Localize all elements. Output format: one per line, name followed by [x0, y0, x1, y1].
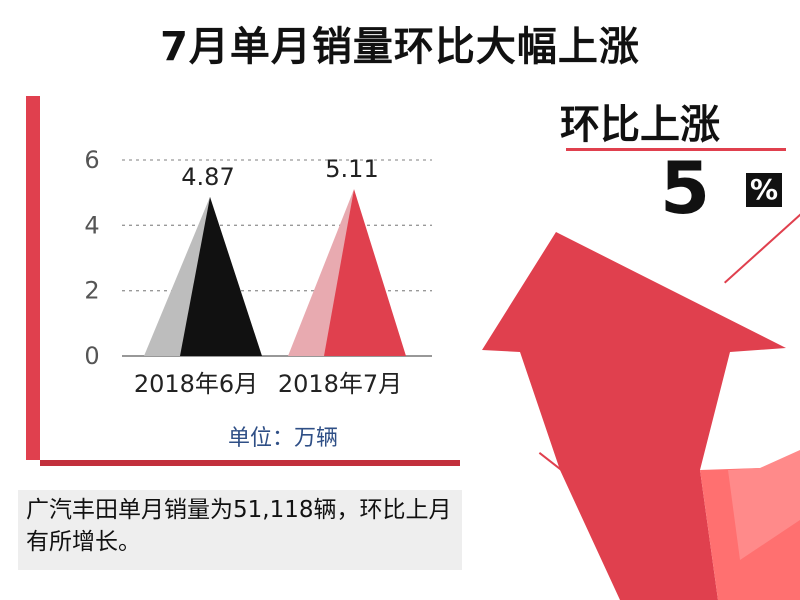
arrow-head	[482, 232, 786, 600]
kpi-underline	[566, 148, 786, 151]
unit-label: 单位：万辆	[228, 426, 339, 451]
kpi-label: 环比上涨	[560, 102, 720, 148]
arrow-tail	[728, 450, 800, 560]
data-label: 4.87	[181, 163, 234, 191]
y-tick-label: 2	[84, 277, 99, 305]
bar	[324, 189, 406, 356]
kpi-unit-badge: %	[746, 173, 782, 207]
chart-panel	[40, 96, 460, 460]
y-tick-label: 0	[84, 342, 99, 370]
y-tick-label: 6	[84, 146, 99, 174]
x-tick-label: 2018年6月	[134, 370, 258, 398]
y-tick-label: 4	[84, 211, 99, 239]
panel-accent-bar	[26, 96, 40, 460]
caption-text: 广汽丰田单月销量为51,118辆，环比上月有所增长。	[26, 497, 452, 555]
panel-shadow	[40, 456, 460, 466]
kpi-value: 5	[660, 146, 711, 230]
bar-shadow	[144, 196, 210, 356]
bar-shadow	[288, 189, 354, 356]
bar	[180, 196, 262, 356]
caption-box	[18, 490, 462, 570]
data-label: 5.11	[325, 155, 378, 183]
chart-marks	[144, 189, 406, 356]
page-title: 7月单月销量环比大幅上涨	[160, 24, 640, 70]
chart-labels: 0 2 4 6 4.87 2018年6月 5.11 2018年7月	[84, 146, 402, 398]
x-tick-label: 2018年7月	[278, 370, 402, 398]
